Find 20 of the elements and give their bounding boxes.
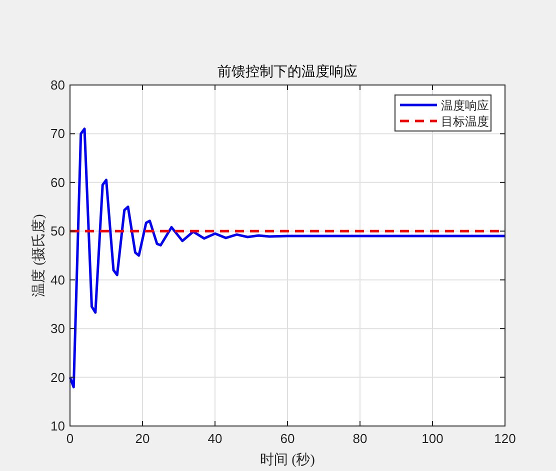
x-tick-label: 80	[352, 431, 368, 446]
x-tick-label: 60	[280, 431, 295, 446]
y-tick-label: 10	[50, 418, 65, 434]
y-tick-label: 80	[50, 78, 65, 92]
legend-label: 温度响应	[441, 98, 489, 112]
xlabel: 时间 (秒)	[260, 453, 315, 468]
y-tick-label: 40	[50, 272, 65, 288]
x-tick-label: 20	[135, 431, 150, 446]
y-tick-label: 50	[50, 224, 65, 239]
y-tick-label: 60	[50, 174, 65, 190]
title: 前馈控制下的温度响应	[218, 65, 358, 80]
y-tick-label: 70	[50, 126, 65, 142]
x-tick-label: 120	[494, 431, 516, 446]
y-tick-label: 30	[50, 321, 65, 336]
x-tick-label: 0	[66, 431, 74, 446]
ylabel: 温度 (摄氏度)	[32, 214, 47, 297]
y-tick-label: 20	[50, 370, 65, 385]
legend-label: 目标温度	[441, 114, 489, 128]
x-tick-label: 100	[422, 431, 444, 446]
x-tick-label: 40	[208, 431, 222, 446]
